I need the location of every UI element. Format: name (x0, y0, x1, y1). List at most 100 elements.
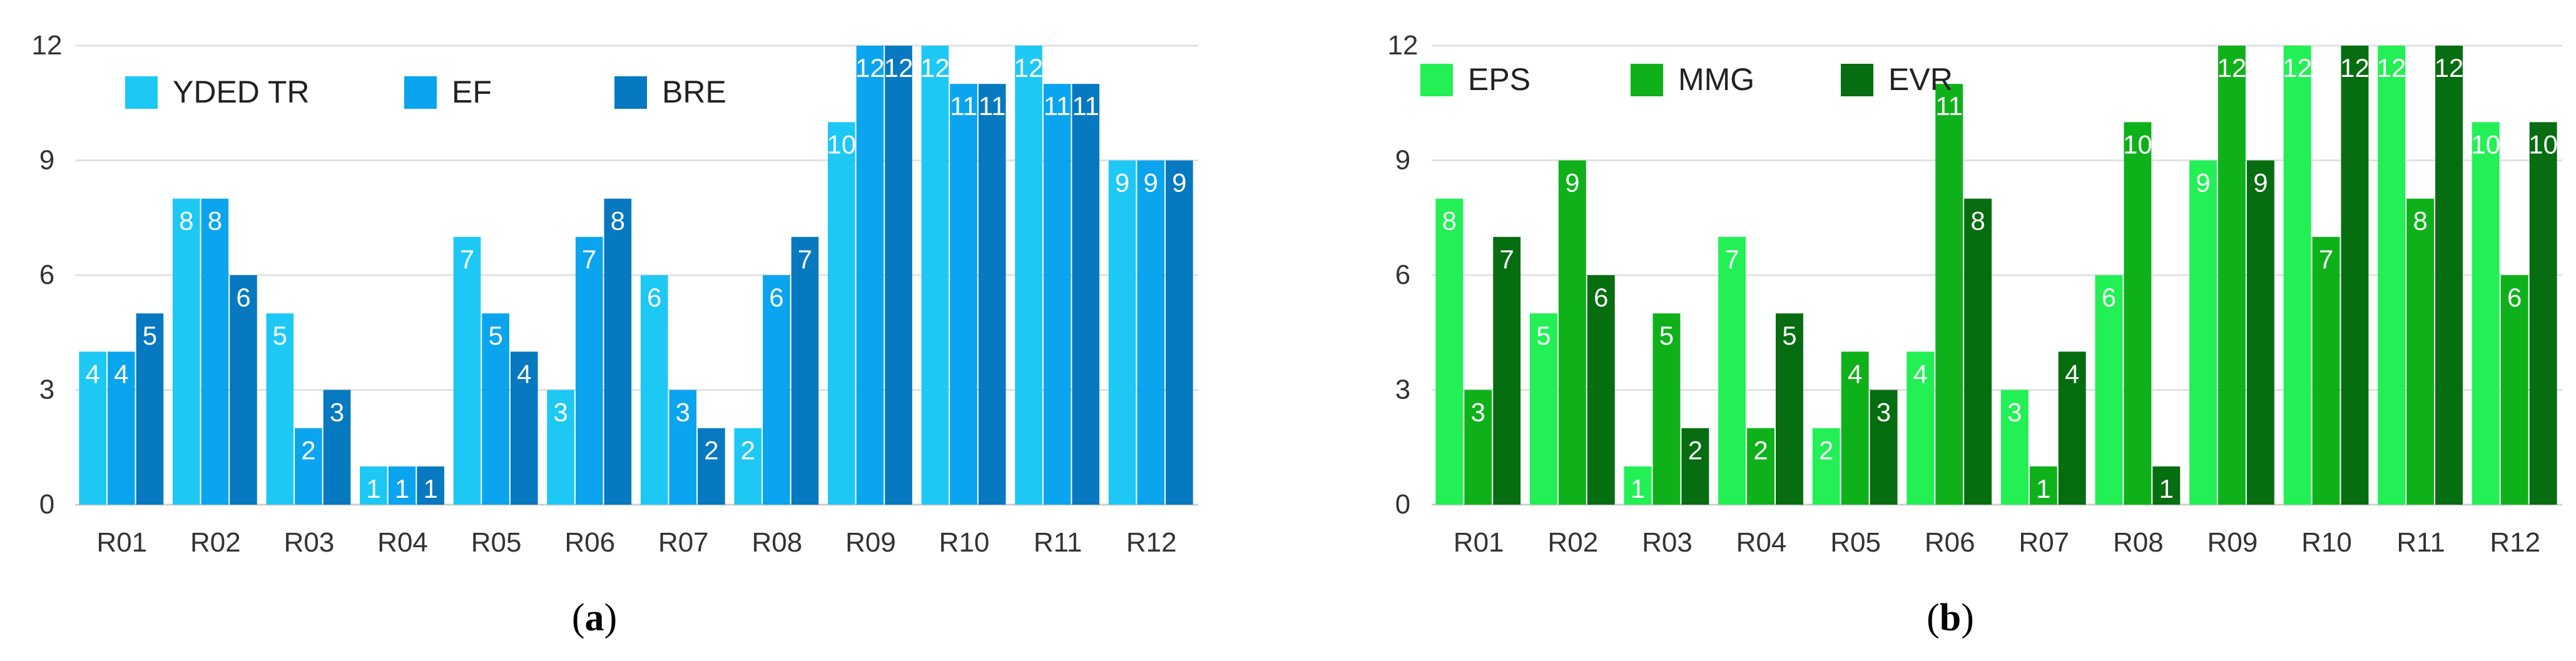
bar-b-mmg-r10 (2312, 236, 2340, 505)
data-label-a-bre-r09: 12 (884, 53, 914, 83)
bar-a-bre-r07 (698, 428, 725, 505)
legend-swatch-b-eps (1420, 64, 1453, 96)
y-tick-label-a-0: 0 (39, 489, 54, 520)
data-label-b-evr-r02: 6 (1594, 283, 1608, 312)
data-label-a-bre-r01: 5 (143, 321, 157, 350)
bar-b-mmg-r04 (1747, 428, 1775, 505)
x-tick-label-b-r01: R01 (1453, 527, 1504, 558)
legend-label-a-bre: BRE (662, 74, 726, 109)
data-label-a-bre-r12: 9 (1172, 168, 1186, 198)
bar-b-mmg-r01 (1464, 390, 1492, 505)
data-label-a-yded-tr-r07: 6 (647, 283, 661, 312)
data-label-a-ef-r12: 9 (1144, 168, 1158, 198)
legend-swatch-a-yded-tr (125, 76, 158, 109)
bar-b-evr-r12 (2529, 122, 2557, 505)
bar-b-evr-r03 (1681, 428, 1709, 505)
data-label-a-ef-r09: 12 (855, 53, 885, 83)
legend-label-b-mmg: MMG (1678, 62, 1754, 97)
x-tick-label-a-r09: R09 (845, 527, 896, 558)
bar-b-eps-r04 (1718, 236, 1746, 505)
data-label-b-eps-r09: 9 (2196, 168, 2210, 198)
bar-a-yded-tr-r05 (453, 236, 481, 505)
data-label-b-eps-r03: 1 (1631, 474, 1645, 503)
bar-a-bre-r10 (978, 84, 1006, 505)
x-tick-label-b-r09: R09 (2207, 527, 2258, 558)
data-label-b-evr-r10: 12 (2340, 53, 2370, 83)
data-label-a-bre-r06: 8 (611, 206, 625, 236)
bar-b-mmg-r11 (2406, 198, 2435, 505)
legend-label-a-ef: EF (452, 74, 492, 109)
data-label-a-yded-tr-r10: 12 (920, 53, 950, 83)
data-label-b-evr-r09: 9 (2253, 168, 2268, 198)
data-label-b-eps-r07: 3 (2007, 398, 2022, 427)
data-label-a-yded-tr-r03: 5 (273, 321, 287, 350)
bar-a-bre-r02 (230, 275, 257, 505)
data-label-b-evr-r11: 12 (2435, 53, 2464, 83)
data-label-a-ef-r04: 1 (395, 474, 409, 503)
data-label-b-mmg-r06: 11 (1935, 91, 1963, 121)
legend-label-a-yded-tr: YDED TR (173, 74, 310, 109)
bar-b-eps-r11 (2378, 46, 2406, 505)
data-label-b-eps-r10: 12 (2283, 53, 2312, 83)
x-tick-label-a-r12: R12 (1126, 527, 1177, 558)
bar-a-yded-tr-r03 (266, 313, 294, 505)
data-label-a-yded-tr-r05: 7 (460, 245, 474, 274)
bar-a-ef-r04 (388, 466, 416, 505)
data-label-b-mmg-r10: 7 (2319, 245, 2333, 274)
data-label-b-mmg-r05: 4 (1848, 359, 1862, 388)
data-label-b-mmg-r07: 1 (2036, 474, 2050, 503)
bar-b-mmg-r12 (2500, 275, 2528, 505)
bar-a-yded-tr-r11 (1015, 46, 1042, 505)
data-label-b-eps-r12: 10 (2471, 129, 2500, 159)
data-label-b-mmg-r04: 2 (1753, 436, 1768, 465)
data-label-a-yded-tr-r11: 12 (1014, 53, 1044, 83)
y-tick-label-a-1: 3 (39, 375, 54, 405)
y-tick-label-a-3: 9 (39, 145, 54, 176)
x-tick-label-a-r08: R08 (752, 527, 803, 558)
y-tick-label-b-4: 12 (1388, 30, 1418, 61)
x-tick-label-b-r08: R08 (2113, 527, 2164, 558)
bar-b-evr-r11 (2435, 46, 2463, 505)
data-label-a-bre-r07: 2 (704, 436, 718, 465)
x-tick-label-b-r10: R10 (2301, 527, 2352, 558)
data-label-b-eps-r02: 5 (1536, 321, 1550, 350)
bar-b-evr-r04 (1776, 313, 1803, 505)
bar-a-yded-tr-r10 (921, 46, 949, 505)
caption-b: (b) (1927, 597, 1974, 639)
bar-b-mmg-r06 (1935, 84, 1963, 505)
data-label-b-evr-r06: 8 (1970, 206, 1985, 236)
bar-b-evr-r09 (2246, 160, 2274, 505)
data-label-b-eps-r11: 12 (2377, 53, 2406, 83)
bar-b-eps-r01 (1435, 198, 1464, 505)
bar-a-yded-tr-r06 (547, 390, 574, 505)
y-tick-label-b-1: 3 (1395, 375, 1410, 405)
bar-b-eps-r10 (2283, 46, 2311, 505)
bar-b-evr-r01 (1493, 236, 1521, 505)
x-tick-label-b-r12: R12 (2490, 527, 2540, 558)
bar-b-evr-r08 (2152, 466, 2181, 505)
data-label-b-mmg-r02: 9 (1565, 168, 1579, 198)
bar-b-eps-r08 (2095, 275, 2123, 505)
legend-swatch-a-bre (614, 76, 647, 109)
bar-a-bre-r05 (510, 351, 538, 505)
data-label-a-bre-r03: 3 (330, 398, 344, 427)
data-label-b-evr-r04: 5 (1782, 321, 1796, 350)
bar-a-ef-r11 (1043, 84, 1071, 505)
data-label-a-ef-r06: 7 (582, 245, 596, 274)
data-label-a-bre-r05: 4 (517, 359, 531, 388)
bar-a-yded-tr-r04 (360, 466, 387, 505)
data-label-b-mmg-r03: 5 (1659, 321, 1674, 350)
data-label-b-eps-r08: 6 (2102, 283, 2116, 312)
data-label-a-bre-r02: 6 (236, 283, 250, 312)
data-label-b-evr-r01: 7 (1500, 245, 1514, 274)
bar-a-ef-r07 (669, 390, 697, 505)
bar-b-mmg-r08 (2124, 122, 2152, 505)
data-label-a-ef-r11: 11 (1044, 91, 1071, 121)
x-tick-label-a-r03: R03 (284, 527, 335, 558)
bar-a-ef-r02 (201, 198, 229, 505)
bar-b-evr-r10 (2341, 46, 2369, 505)
data-label-a-ef-r01: 4 (114, 359, 128, 388)
legend-swatch-b-evr (1841, 64, 1873, 96)
bar-b-evr-r02 (1587, 275, 1615, 505)
bar-a-yded-tr-r02 (172, 198, 200, 505)
